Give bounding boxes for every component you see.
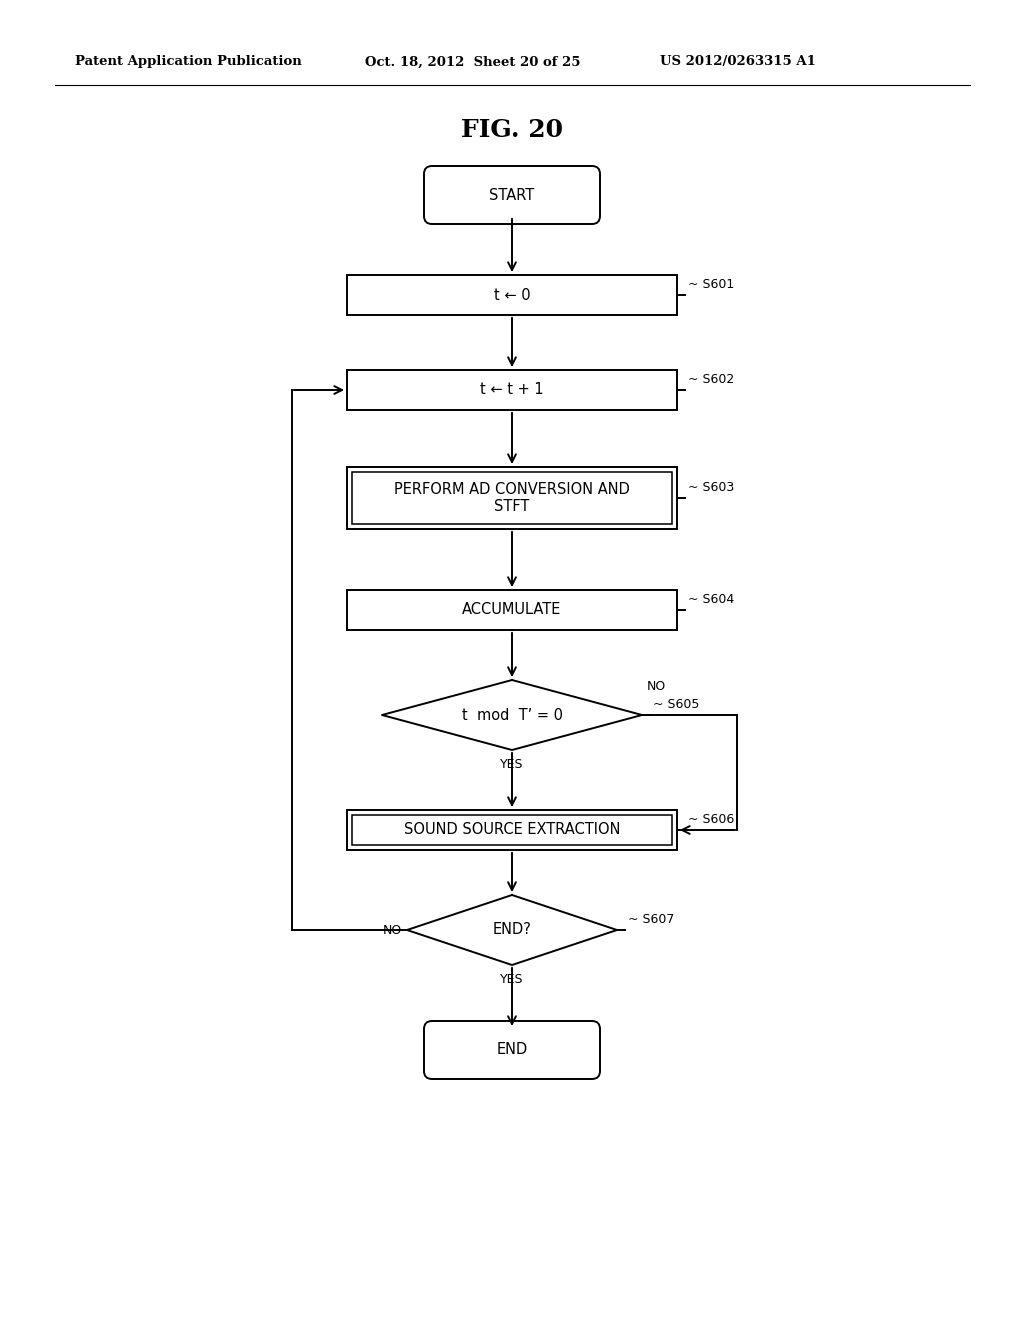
Text: ~ S603: ~ S603: [688, 480, 734, 494]
Bar: [347, 275, 677, 315]
FancyBboxPatch shape: [424, 1020, 600, 1078]
Text: t ← 0: t ← 0: [494, 288, 530, 302]
Text: Patent Application Publication: Patent Application Publication: [75, 55, 302, 69]
Text: YES: YES: [501, 973, 523, 986]
Text: t  mod  T’ = 0: t mod T’ = 0: [462, 708, 562, 722]
Text: YES: YES: [501, 758, 523, 771]
Text: START: START: [489, 187, 535, 202]
Text: ACCUMULATE: ACCUMULATE: [462, 602, 562, 618]
Text: ~ S607: ~ S607: [628, 913, 675, 927]
Text: END: END: [497, 1043, 527, 1057]
Text: SOUND SOURCE EXTRACTION: SOUND SOURCE EXTRACTION: [403, 822, 621, 837]
FancyBboxPatch shape: [424, 166, 600, 224]
Bar: [347, 370, 677, 411]
Polygon shape: [407, 895, 617, 965]
Text: NO: NO: [383, 924, 402, 936]
Bar: [347, 467, 677, 529]
Text: NO: NO: [647, 680, 667, 693]
Text: ~ S602: ~ S602: [688, 374, 734, 385]
Bar: [347, 810, 677, 850]
Polygon shape: [382, 680, 642, 750]
Text: ~ S606: ~ S606: [688, 813, 734, 826]
Text: PERFORM AD CONVERSION AND
STFT: PERFORM AD CONVERSION AND STFT: [394, 482, 630, 515]
Text: END?: END?: [493, 923, 531, 937]
Text: Oct. 18, 2012  Sheet 20 of 25: Oct. 18, 2012 Sheet 20 of 25: [365, 55, 581, 69]
Bar: [352, 473, 672, 524]
Text: ~ S601: ~ S601: [688, 279, 734, 290]
Text: t ← t + 1: t ← t + 1: [480, 383, 544, 397]
Bar: [352, 814, 672, 845]
Text: ~ S604: ~ S604: [688, 593, 734, 606]
Bar: [347, 590, 677, 630]
Text: ~ S605: ~ S605: [653, 698, 699, 711]
Text: US 2012/0263315 A1: US 2012/0263315 A1: [660, 55, 816, 69]
Text: FIG. 20: FIG. 20: [461, 117, 563, 143]
